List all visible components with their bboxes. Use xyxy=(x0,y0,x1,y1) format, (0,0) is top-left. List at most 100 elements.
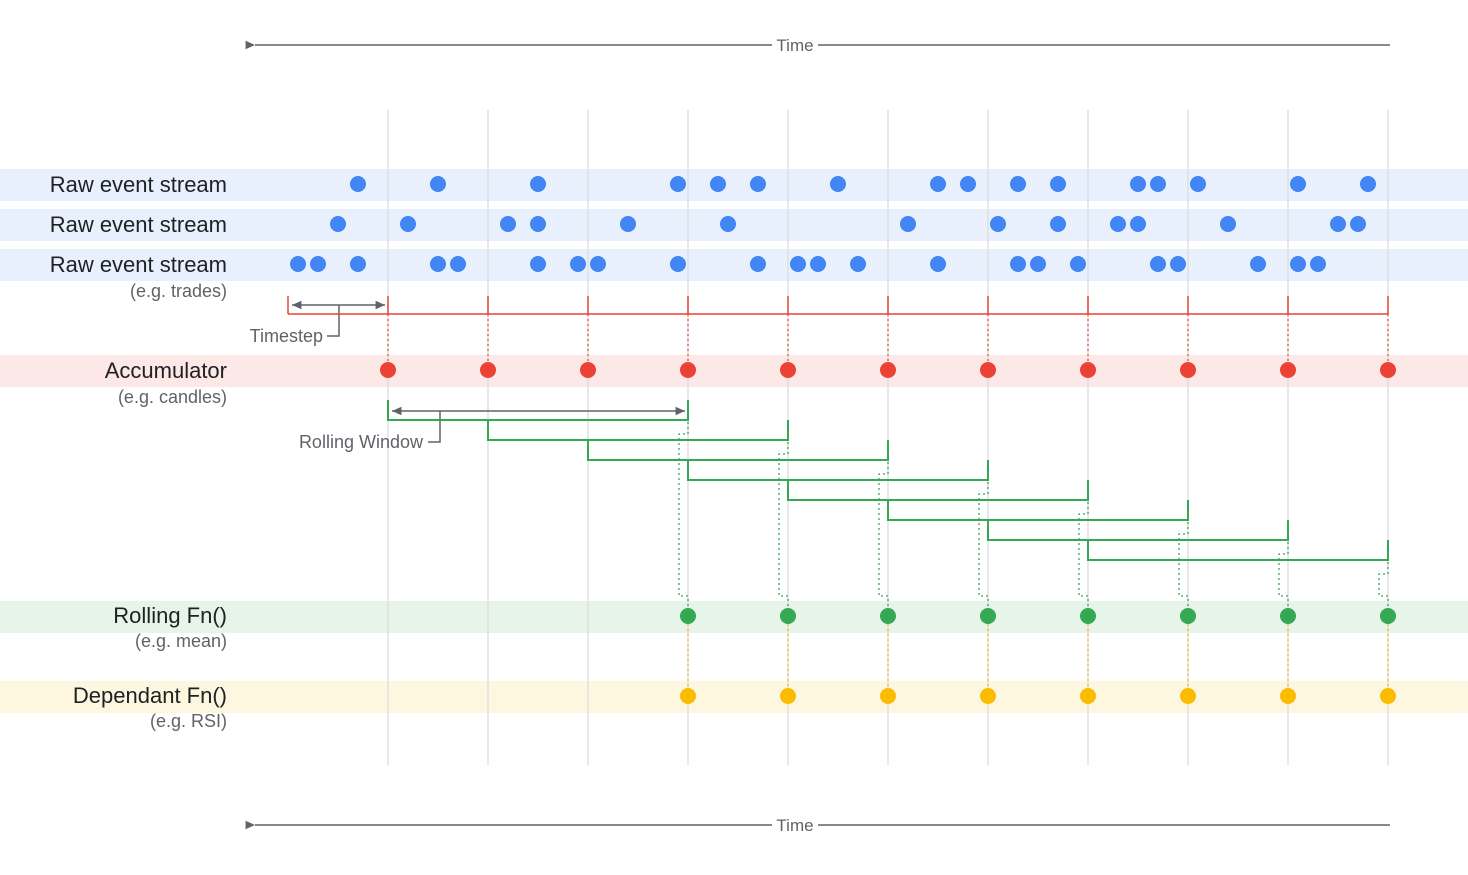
accumulator-dot xyxy=(380,362,396,378)
raw-event-dot xyxy=(1350,216,1366,232)
accumulator-label: Accumulator xyxy=(105,358,227,383)
rolling-windows xyxy=(387,400,1389,561)
accumulator-dot xyxy=(480,362,496,378)
raw-event-dot xyxy=(590,256,606,272)
raw-event-dot xyxy=(960,176,976,192)
raw-event-dot xyxy=(850,256,866,272)
raw-event-dot xyxy=(1310,256,1326,272)
rolling-connector xyxy=(778,442,789,610)
rolling-window-bracket xyxy=(387,400,689,421)
rolling-window-bracket xyxy=(987,520,1289,541)
raw-event-dot xyxy=(500,216,516,232)
raw-event-dot xyxy=(1330,216,1346,232)
dependant-fn-dot xyxy=(680,688,696,704)
raw-event-dot xyxy=(620,216,636,232)
rolling-window-bracket xyxy=(487,420,789,441)
dependant-fn-dot xyxy=(780,688,796,704)
accumulator-band xyxy=(0,355,1468,387)
raw-event-dot xyxy=(1110,216,1126,232)
raw-event-dot xyxy=(310,256,326,272)
raw-event-dot xyxy=(790,256,806,272)
raw-event-dot xyxy=(710,176,726,192)
accumulator-dot xyxy=(1080,362,1096,378)
raw-event-dot xyxy=(1150,176,1166,192)
time-axis-top: Time xyxy=(245,34,1390,56)
raw-event-dot xyxy=(990,216,1006,232)
raw-event-dot xyxy=(930,176,946,192)
raw-event-dot xyxy=(670,176,686,192)
raw-event-dot xyxy=(1190,176,1206,192)
accumulator-dot xyxy=(680,362,696,378)
rolling-fn-dot xyxy=(1180,608,1196,624)
raw-event-dot xyxy=(1360,176,1376,192)
raw-event-dot xyxy=(1220,216,1236,232)
rolling-fn-dot xyxy=(1080,608,1096,624)
raw-stream-sublabel: (e.g. trades) xyxy=(130,281,227,301)
raw-event-dot xyxy=(350,176,366,192)
dotted-connectors xyxy=(678,422,1389,690)
rolling-fn-dot xyxy=(1280,608,1296,624)
raw-stream-3-band xyxy=(0,249,1468,281)
rolling-fn-sublabel: (e.g. mean) xyxy=(135,631,227,651)
raw-event-dot xyxy=(530,256,546,272)
raw-event-dot xyxy=(400,216,416,232)
rolling-fn-dot xyxy=(980,608,996,624)
raw-stream-1-band xyxy=(0,169,1468,201)
dependant-fn-dot xyxy=(1080,688,1096,704)
raw-event-dot xyxy=(1130,176,1146,192)
raw-event-dot xyxy=(1030,256,1046,272)
raw-event-dot xyxy=(1170,256,1186,272)
raw-event-dot xyxy=(720,216,736,232)
raw-event-dot xyxy=(1050,216,1066,232)
raw-event-dot xyxy=(530,176,546,192)
raw-event-dot xyxy=(930,256,946,272)
accumulator-dot xyxy=(1180,362,1196,378)
raw-event-dot xyxy=(1010,256,1026,272)
raw-event-dot xyxy=(430,176,446,192)
dependant-fn-dot xyxy=(1180,688,1196,704)
accumulator-sublabel: (e.g. candles) xyxy=(118,387,227,407)
raw-event-dot xyxy=(750,176,766,192)
timestep-annotation: Timestep xyxy=(250,300,385,346)
dependant-fn-dot xyxy=(980,688,996,704)
raw-event-dot xyxy=(810,256,826,272)
rolling-connector xyxy=(1278,542,1289,610)
rolling-window-label: Rolling Window xyxy=(299,432,424,452)
accumulator-dot xyxy=(1380,362,1396,378)
raw-event-dot xyxy=(1250,256,1266,272)
rolling-window-leader xyxy=(428,411,441,443)
rolling-window-bracket xyxy=(587,440,889,461)
time-axis-top-label: Time xyxy=(776,36,813,55)
timestep-leader xyxy=(327,305,340,337)
time-axis-bottom-label: Time xyxy=(776,816,813,835)
event-dots xyxy=(290,176,1396,704)
rolling-window-bracket xyxy=(687,460,989,481)
rolling-connector xyxy=(878,462,889,610)
raw-event-dot xyxy=(1290,176,1306,192)
dependant-fn-label: Dependant Fn() xyxy=(73,683,227,708)
rolling-window-bracket xyxy=(787,480,1089,501)
raw-event-dot xyxy=(530,216,546,232)
rolling-window-annotation: Rolling Window xyxy=(299,406,685,452)
raw-event-dot xyxy=(900,216,916,232)
raw-event-dot xyxy=(1010,176,1026,192)
vertical-gridlines xyxy=(387,110,1389,765)
raw-event-dot xyxy=(670,256,686,272)
rolling-fn-band xyxy=(0,601,1468,633)
raw-event-dot xyxy=(330,216,346,232)
raw-event-dot xyxy=(1050,176,1066,192)
rolling-connector xyxy=(978,482,989,610)
rolling-window-bracket xyxy=(887,500,1189,521)
rolling-connector xyxy=(1078,502,1089,610)
rolling-connector xyxy=(678,422,689,610)
accumulator-dot xyxy=(1280,362,1296,378)
rolling-connector xyxy=(1378,562,1389,610)
rolling-window-bracket xyxy=(1087,540,1389,561)
raw-event-dot xyxy=(570,256,586,272)
accumulator-dot xyxy=(880,362,896,378)
accumulator-timeline xyxy=(287,296,1389,366)
rolling-fn-dot xyxy=(880,608,896,624)
dependant-fn-dot xyxy=(1280,688,1296,704)
raw-event-dot xyxy=(1070,256,1086,272)
